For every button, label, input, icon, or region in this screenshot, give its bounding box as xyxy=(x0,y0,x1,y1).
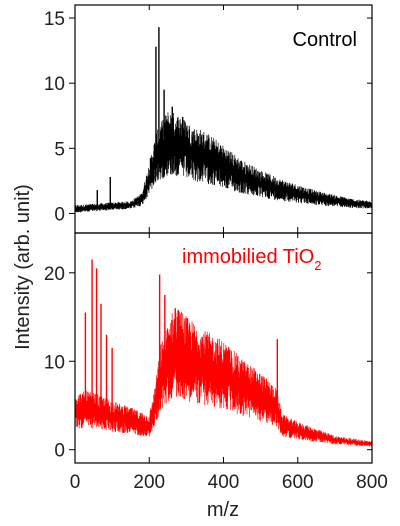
x-tick-label: 400 xyxy=(208,472,240,493)
y-tick-label: 15 xyxy=(44,9,65,30)
x-tick-label: 800 xyxy=(356,472,388,493)
y-tick-label: 10 xyxy=(44,74,65,95)
tio2-spectrum-envelope xyxy=(74,358,373,446)
x-tick-label: 200 xyxy=(133,472,165,493)
y-tick-label: 0 xyxy=(54,204,65,225)
x-tick-label: 600 xyxy=(282,472,314,493)
control-spectrum-trace xyxy=(74,27,373,213)
control-spectrum-envelope xyxy=(74,147,373,211)
tio2-label-subscript: 2 xyxy=(314,258,321,273)
y-tick-label: 20 xyxy=(44,264,65,285)
y-tick-label: 0 xyxy=(54,441,65,462)
y-tick-label: 10 xyxy=(44,352,65,373)
tio2-series-label: immobilied TiO2 xyxy=(182,246,322,273)
y-tick-label: 5 xyxy=(54,139,65,160)
y-axis-label: Intensity (arb. unit) xyxy=(12,184,34,350)
control-series-label: Control xyxy=(293,29,357,51)
x-axis-label: m/z xyxy=(207,499,239,521)
axes-frame xyxy=(74,232,373,464)
tio2-label-main: immobilied TiO xyxy=(182,246,314,268)
axes-frames xyxy=(74,4,373,464)
control-spectrum-panel: 0 5 10 15 Control xyxy=(44,5,373,233)
x-tick-label: 0 xyxy=(70,472,81,493)
tio2-spectrum-noise xyxy=(74,309,373,447)
tio2-spectrum-trace xyxy=(74,259,373,447)
control-spectrum-noise xyxy=(74,112,373,213)
